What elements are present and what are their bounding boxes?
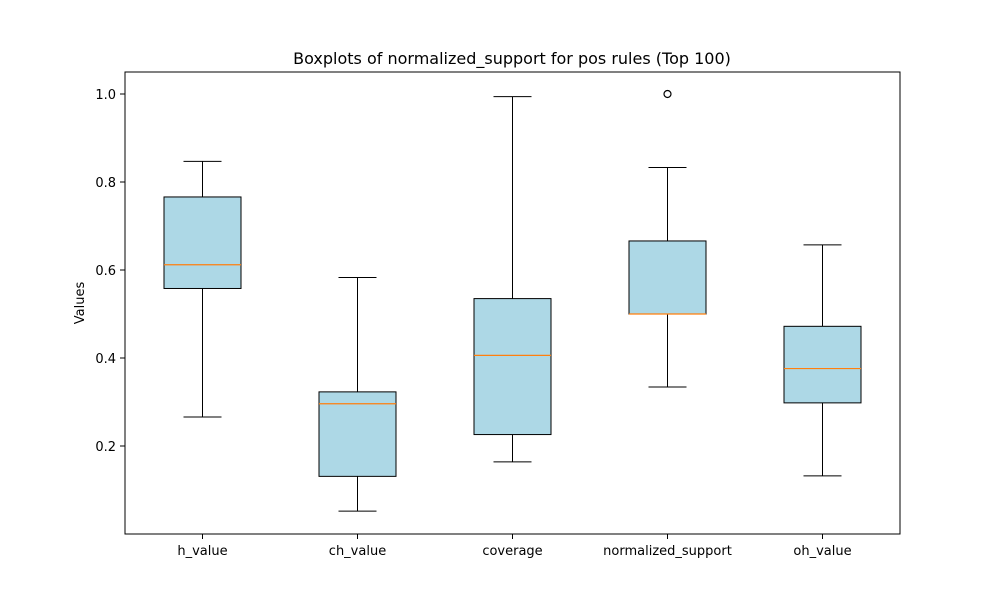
- x-tick-label-normalized_support: normalized_support: [603, 544, 732, 559]
- box-ch_value: [318, 391, 397, 477]
- x-tick-label-h_value: h_value: [177, 544, 227, 559]
- x-tick-label-oh_value: oh_value: [793, 544, 851, 559]
- box-oh_value: [783, 325, 862, 404]
- box-h_value: [163, 196, 242, 289]
- y-tick-label: 0.4: [95, 352, 116, 367]
- box-normalized_support: [628, 240, 707, 315]
- y-tick-label: 0.8: [95, 176, 116, 191]
- y-tick-label: 0.6: [95, 264, 116, 279]
- y-axis-label: Values: [73, 282, 88, 325]
- chart-title: Boxplots of normalized_support for pos r…: [293, 49, 731, 69]
- y-tick-label: 1.0: [95, 88, 116, 103]
- x-tick-label-coverage: coverage: [482, 544, 542, 559]
- y-tick-label: 0.2: [95, 440, 116, 455]
- plot-area: 0.2 0.4 0.6 0.8 1.0 h_value ch_value coverage no…: [95, 88, 862, 559]
- outlier-point-normalized_support: [663, 89, 672, 99]
- axes-frame: [124, 71, 901, 535]
- box-coverage: [473, 298, 552, 436]
- x-tick-label-ch_value: ch_value: [329, 544, 386, 559]
